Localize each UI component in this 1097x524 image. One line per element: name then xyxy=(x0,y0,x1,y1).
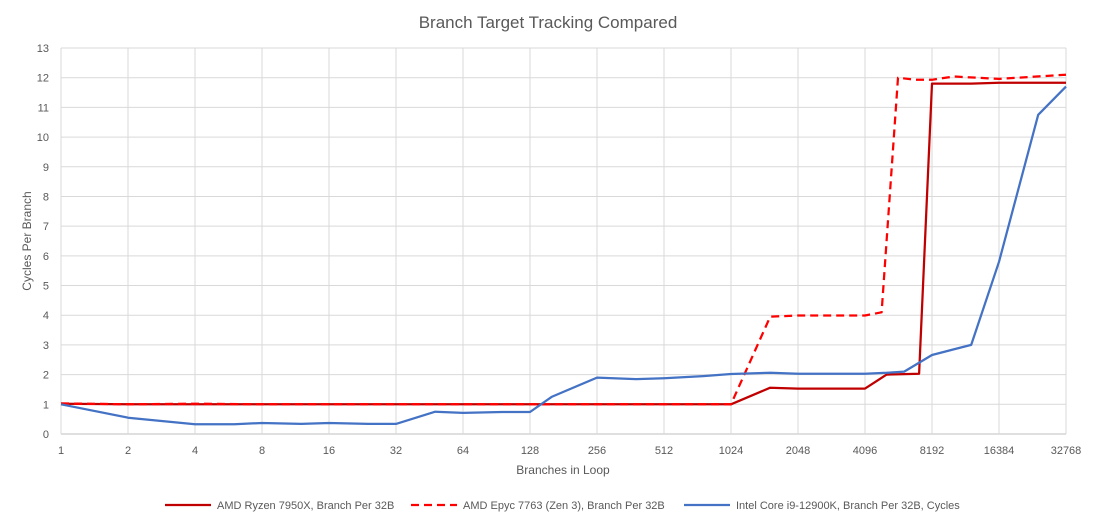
x-tick-label: 1024 xyxy=(719,445,743,457)
x-tick-label: 128 xyxy=(521,445,539,457)
x-tick-label: 512 xyxy=(655,445,673,457)
y-tick-label: 6 xyxy=(43,251,49,263)
y-tick-label: 7 xyxy=(43,221,49,233)
x-axis-ticks: 1 2 4 8 16 32 64 128 256 512 1024 2048 4096 8192 16384… xyxy=(58,445,1081,457)
y-tick-label: 11 xyxy=(38,102,49,114)
y-tick-label: 1 xyxy=(43,399,49,411)
series-lines xyxy=(60,73,1067,426)
x-tick-label: 8 xyxy=(259,445,265,457)
y-tick-label: 5 xyxy=(43,281,49,293)
grid xyxy=(60,47,1067,435)
x-tick-label: 32768 xyxy=(1051,445,1082,457)
x-tick-label: 8192 xyxy=(920,445,944,457)
series-line-2 xyxy=(60,73,1067,406)
x-tick-label: 32 xyxy=(390,445,402,457)
series-line-1 xyxy=(60,81,1066,406)
x-tick-label: 4096 xyxy=(853,445,877,457)
y-tick-label: 3 xyxy=(43,340,49,352)
y-tick-label: 13 xyxy=(37,43,49,55)
x-tick-label: 16 xyxy=(323,445,335,457)
y-tick-label: 9 xyxy=(43,162,49,174)
y-tick-label: 0 xyxy=(43,429,49,441)
x-tick-label: 1 xyxy=(58,445,64,457)
x-tick-label: 16384 xyxy=(984,445,1015,457)
legend-label: Intel Core i9-12900K, Branch Per 32B, Cy… xyxy=(736,500,960,512)
y-tick-label: 10 xyxy=(37,132,49,144)
x-tick-label: 64 xyxy=(457,445,469,457)
x-tick-label: 4 xyxy=(192,445,198,457)
x-tick-label: 2 xyxy=(125,445,131,457)
x-axis-title: Branches in Loop xyxy=(516,463,610,477)
series-line-3 xyxy=(60,85,1067,426)
y-tick-label: 2 xyxy=(43,370,49,382)
legend-label: AMD Epyc 7763 (Zen 3), Branch Per 32B xyxy=(463,500,665,512)
chart-title: Branch Target Tracking Compared xyxy=(419,13,678,32)
x-tick-label: 256 xyxy=(588,445,606,457)
x-tick-label: 2048 xyxy=(786,445,810,457)
y-tick-label: 12 xyxy=(37,73,49,85)
y-tick-label: 4 xyxy=(43,310,49,322)
legend: AMD Ryzen 7950X, Branch Per 32B AMD Epyc … xyxy=(165,500,960,512)
y-axis-title: Cycles Per Branch xyxy=(20,191,34,290)
y-tick-label: 8 xyxy=(43,191,49,203)
legend-label: AMD Ryzen 7950X, Branch Per 32B xyxy=(217,500,394,512)
